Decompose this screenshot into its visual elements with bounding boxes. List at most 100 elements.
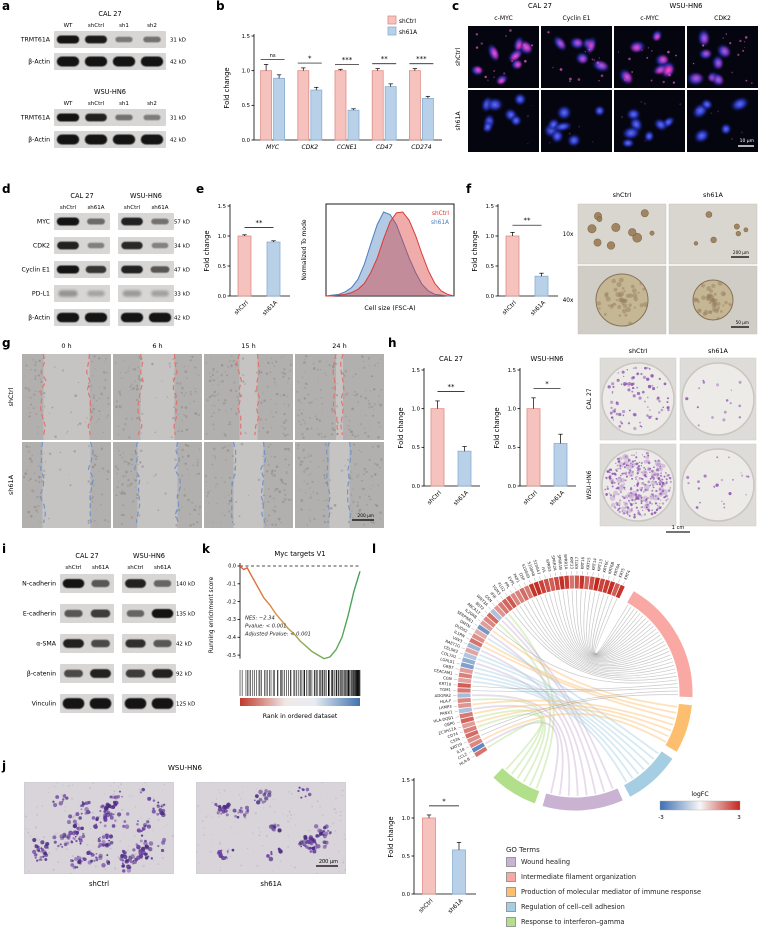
stain-title: Cyclin E1 — [562, 15, 590, 22]
protein-label: TRMT61A — [20, 115, 51, 122]
x-tick-label: sh61A — [549, 490, 566, 507]
blot-group-title: WSU-HN6 — [130, 192, 162, 200]
gene-label: BST2 — [475, 601, 486, 612]
go-term-item: Regulation of cell–cell adhesion — [506, 902, 758, 912]
y-axis-label: Fold change — [397, 407, 405, 448]
gsea-stat: Adjusted Pvalue: < 0.001 — [244, 631, 311, 637]
svg-text:0.0: 0.0 — [412, 484, 421, 490]
go-term-swatch — [506, 887, 516, 897]
gene-label: S100A8 — [527, 561, 537, 577]
go-term-label: Regulation of cell–cell adhesion — [521, 903, 625, 911]
svg-text:0.5: 0.5 — [242, 103, 250, 109]
panel-f-chart: 0.0 0.5 1.0 1.5 Fold change shCtrl sh61A ** — [471, 204, 558, 317]
wound-image — [295, 442, 384, 528]
panel-c-if-images: CAL 27 WSU-HN6 c-MYC Cyclin E1 c-MYC CDK2 shCt… — [455, 2, 758, 152]
stain-title: CDK2 — [714, 15, 731, 22]
x-tick-label: shCtrl — [502, 300, 519, 317]
go-term-swatch — [506, 902, 516, 912]
panel-j-chart: 0.0 0.5 1.0 1.5 Fold change shCtrl sh61A * — [387, 778, 476, 915]
svg-text:1.0: 1.0 — [508, 406, 517, 412]
gene-label: LAMP3 — [438, 704, 452, 710]
y-axis-label: Fold change — [471, 230, 479, 271]
wound-image — [204, 354, 293, 440]
gene-label: S100A9 — [521, 563, 531, 579]
group-title: WSU-HN6 — [670, 2, 703, 10]
panel-label-i: i — [2, 542, 7, 556]
lane-label: WT — [64, 101, 73, 107]
panel-label-k: k — [202, 542, 210, 556]
legend-label: shCtrl — [432, 211, 449, 217]
significance: *** — [342, 56, 353, 64]
gene-label: S100A7 — [532, 559, 541, 575]
panel-e-chart: 0.0 0.5 1.0 1.5 Fold change shCtrl sh61A ** — [203, 204, 290, 317]
kd-label: 31 kD — [170, 116, 186, 122]
if-image — [468, 26, 539, 88]
go-term-swatch — [506, 857, 516, 867]
gene-label: EVPL — [507, 576, 517, 588]
kd-label: 42 kD — [174, 316, 190, 322]
svg-text:0.0: 0.0 — [242, 138, 251, 144]
panel-label-a: a — [2, 0, 11, 13]
gsea-stat: Pvalue: < 0.001 — [245, 623, 287, 629]
gene-label: CEACAM1 — [433, 668, 453, 676]
gene-label: ZC3H12A — [438, 726, 457, 736]
lane-label: sh2 — [147, 101, 157, 107]
blot-group-title: WSU-HN6 — [133, 552, 165, 560]
kd-label: 34 kD — [174, 244, 190, 250]
protein-label: Vinculin — [32, 701, 56, 708]
timepoint-title: 0 h — [61, 342, 71, 350]
x-tick-label: sh61A — [530, 300, 547, 317]
col-title: sh61A — [703, 191, 724, 199]
protein-label: N-cadherin — [22, 581, 56, 588]
gene-label: KRT5 — [618, 567, 626, 578]
protein-label: α-SMA — [36, 641, 57, 648]
y-axis-label: Fold change — [493, 407, 501, 448]
go-term-item: Production of molecular mediator of immu… — [506, 887, 758, 897]
wound-image — [22, 354, 111, 440]
svg-text:1.5: 1.5 — [508, 368, 516, 374]
x-axis-label: Rank in ordered dataset — [263, 713, 338, 720]
gene-label: TGM3 — [491, 583, 503, 596]
image-label: sh61A — [260, 880, 281, 888]
kd-label: 31 kD — [170, 38, 186, 44]
scale-bar-label: 50 µm — [736, 320, 749, 325]
protein-label: MYC — [37, 219, 50, 226]
y-axis-label: Normalized To mode — [301, 219, 308, 280]
significance: * — [308, 55, 312, 63]
stain-title: c-MYC — [494, 15, 512, 22]
transwell-image — [24, 782, 174, 874]
scale-bar-label: 200 µm — [733, 250, 749, 255]
y-axis-label: Running enrichment score — [209, 576, 215, 653]
transwell-image — [196, 782, 346, 874]
wound-image — [22, 442, 111, 528]
lane-label: sh61A — [151, 205, 168, 211]
x-axis-label: Cell size (FSC-A) — [364, 305, 415, 312]
gene-label: CELSR2 — [443, 644, 459, 654]
gene-label: GBP6 — [444, 720, 456, 728]
blot-group-title: CAL 27 — [75, 552, 98, 560]
if-image — [687, 26, 758, 88]
blot-group-title: CAL 27 — [98, 10, 121, 18]
x-tick-label: shCtrl — [427, 490, 444, 507]
row-title: 40x — [563, 298, 574, 304]
gene-label: IL1RN — [453, 629, 466, 639]
group-title: CAL 27 — [528, 2, 552, 10]
svg-text:1.0: 1.0 — [486, 234, 495, 240]
go-term-swatch — [506, 872, 516, 882]
gene-label: RAET1G — [445, 638, 461, 648]
lane-label: sh61A — [154, 565, 171, 571]
timepoint-title: 24 h — [332, 342, 346, 350]
x-tick-label: CCNE1 — [337, 144, 357, 151]
gene-label: KRT17 — [574, 556, 579, 569]
gene-label: IL18 — [456, 746, 466, 754]
if-image — [541, 90, 612, 152]
x-tick-label: shCtrl — [234, 300, 251, 317]
gene-label: CD74 — [447, 731, 459, 739]
significance: ** — [256, 219, 264, 227]
panel-label-h: h — [388, 336, 397, 350]
timepoint-title: 6 h — [152, 342, 162, 350]
gene-label: GSN — [484, 594, 493, 604]
svg-text:-0.2: -0.2 — [226, 599, 236, 605]
panel-label-g: g — [2, 336, 11, 350]
svg-text:1.5: 1.5 — [242, 34, 250, 40]
